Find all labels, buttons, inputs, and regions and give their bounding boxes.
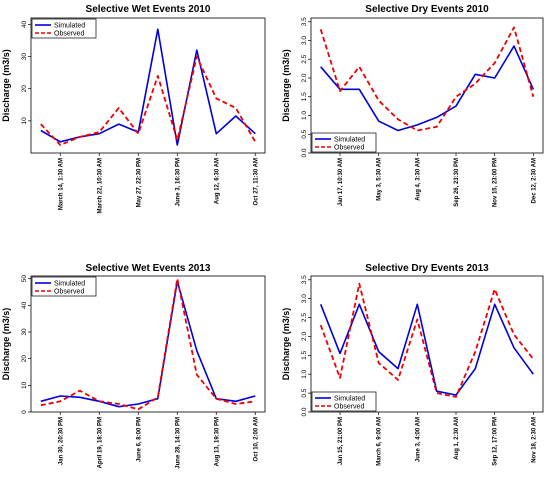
plot-frame xyxy=(30,275,266,413)
x-tick-label: Aug 12, 6:30 AM xyxy=(214,158,220,204)
series-line-observed xyxy=(319,26,535,132)
y-tick-label: 0.5 xyxy=(301,129,308,138)
y-tick-label: 1.5 xyxy=(301,92,308,101)
series-line-simulated xyxy=(40,280,256,408)
chart-panel-2: Selective Dry Events 2010 Discharge (m3/s… xyxy=(281,4,544,207)
y-axis-label: Discharge (m3/s) xyxy=(1,308,11,381)
legend-label-observed: Observed xyxy=(54,31,84,38)
y-axis-label: Discharge (m3/s) xyxy=(1,49,11,122)
y-tick-label: 0.0 xyxy=(301,407,308,416)
x-tick-label: June 3, 16:30 PM xyxy=(175,158,181,206)
y-tick-label: 30 xyxy=(21,53,28,61)
series-line-observed xyxy=(319,282,535,398)
y-tick-label: 0.5 xyxy=(301,388,308,397)
legend-label-observed: Observed xyxy=(334,404,364,411)
x-tick-label: Aug 1, 2:30 AM xyxy=(454,417,460,460)
series-line-simulated xyxy=(320,45,535,132)
y-tick-label: 0 xyxy=(21,410,28,414)
y-axis-label: Discharge (m3/s) xyxy=(281,308,291,381)
x-tick-label: Sep 26, 23:30 PM xyxy=(454,158,460,207)
y-tick-label: 40 xyxy=(21,20,28,28)
y-tick-label: 1.0 xyxy=(301,369,308,378)
chart-title: Selective Wet Events 2010 xyxy=(86,4,211,15)
y-tick-label: 50 xyxy=(21,275,28,283)
x-tick-label: Dec 12, 2:30 AM xyxy=(531,158,537,203)
x-tick-label: Aug 4, 3:30 AM xyxy=(415,158,421,201)
chart-panel-3: Selective Wet Events 2013 Discharge (m3/s… xyxy=(1,263,266,469)
x-tick-label: April 19, 18:30 PM xyxy=(97,417,103,468)
legend-label-observed: Observed xyxy=(54,289,84,296)
y-axis-label: Discharge (m3/s) xyxy=(281,49,291,122)
legend-label-simulated: Simulated xyxy=(334,137,365,144)
x-tick-label: Oct 27, 11:30 AM xyxy=(253,158,259,205)
chart-title: Selective Dry Events 2013 xyxy=(365,263,489,274)
x-tick-label: May 3, 5:30 AM xyxy=(377,158,383,201)
y-tick-label: 1.0 xyxy=(301,111,308,120)
x-tick-label: June 6, 8:00 PM xyxy=(136,417,142,462)
y-tick-label: 2.5 xyxy=(301,54,308,63)
x-tick-label: June 28, 14:30 PM xyxy=(175,417,181,469)
legend-label-simulated: Simulated xyxy=(54,281,85,288)
x-tick-label: Sep 12, 17:00 PM xyxy=(493,417,499,466)
series-line-simulated xyxy=(319,303,534,396)
x-tick-label: Nov 15, 23:00 PM xyxy=(493,158,499,207)
y-tick-label: 3.0 xyxy=(301,294,308,303)
y-tick-label: 0.0 xyxy=(301,148,308,157)
x-tick-label: March 14, 1:30 AM xyxy=(58,158,64,210)
y-tick-label: 3.0 xyxy=(301,36,308,45)
y-tick-label: 10 xyxy=(21,381,28,389)
x-tick-label: Jan 17, 10:30 AM xyxy=(338,158,344,206)
chart-title: Selective Dry Events 2010 xyxy=(365,4,489,15)
y-tick-label: 3.5 xyxy=(301,275,308,284)
x-tick-label: May 27, 22:30 PM xyxy=(136,158,142,207)
plot-frame xyxy=(310,275,544,413)
y-tick-label: 2.0 xyxy=(301,332,308,341)
series-line-observed xyxy=(40,277,256,411)
chart-panel-4: Selective Dry Events 2013 Discharge (m3/s… xyxy=(281,263,544,466)
chart-panel-1: Selective Wet Events 2010 Discharge (m3/s… xyxy=(1,4,266,213)
x-tick-label: Jan 30, 20:30 PM xyxy=(58,417,64,465)
plot-frame xyxy=(30,17,266,154)
y-tick-label: 20 xyxy=(21,85,28,93)
plot-frame xyxy=(310,17,544,154)
y-tick-label: 1.5 xyxy=(301,350,308,359)
y-tick-label: 10 xyxy=(21,117,28,125)
legend-label-simulated: Simulated xyxy=(334,396,365,403)
x-tick-label: March 6, 9:00 AM xyxy=(377,417,383,466)
y-tick-label: 40 xyxy=(21,301,28,309)
y-tick-label: 2.0 xyxy=(301,73,308,82)
x-tick-label: June 3, 4:00 AM xyxy=(415,417,421,462)
x-tick-label: Oct 10, 2:00 AM xyxy=(253,417,259,461)
y-tick-label: 30 xyxy=(21,328,28,336)
x-tick-label: Jan 15, 21:00 PM xyxy=(338,417,344,465)
chart-title: Selective Wet Events 2013 xyxy=(86,263,211,274)
series-line-simulated xyxy=(40,28,256,146)
x-tick-label: March 22, 10:30 AM xyxy=(97,158,103,213)
series-line-observed xyxy=(40,55,257,146)
legend-label-observed: Observed xyxy=(334,145,364,152)
x-tick-label: Nov 18, 2:30 AM xyxy=(531,417,537,463)
y-tick-label: 20 xyxy=(21,355,28,363)
y-tick-label: 3.5 xyxy=(301,17,308,26)
legend-label-simulated: Simulated xyxy=(54,23,85,30)
x-tick-label: Aug 13, 19:30 PM xyxy=(214,417,220,466)
y-tick-label: 2.5 xyxy=(301,313,308,322)
